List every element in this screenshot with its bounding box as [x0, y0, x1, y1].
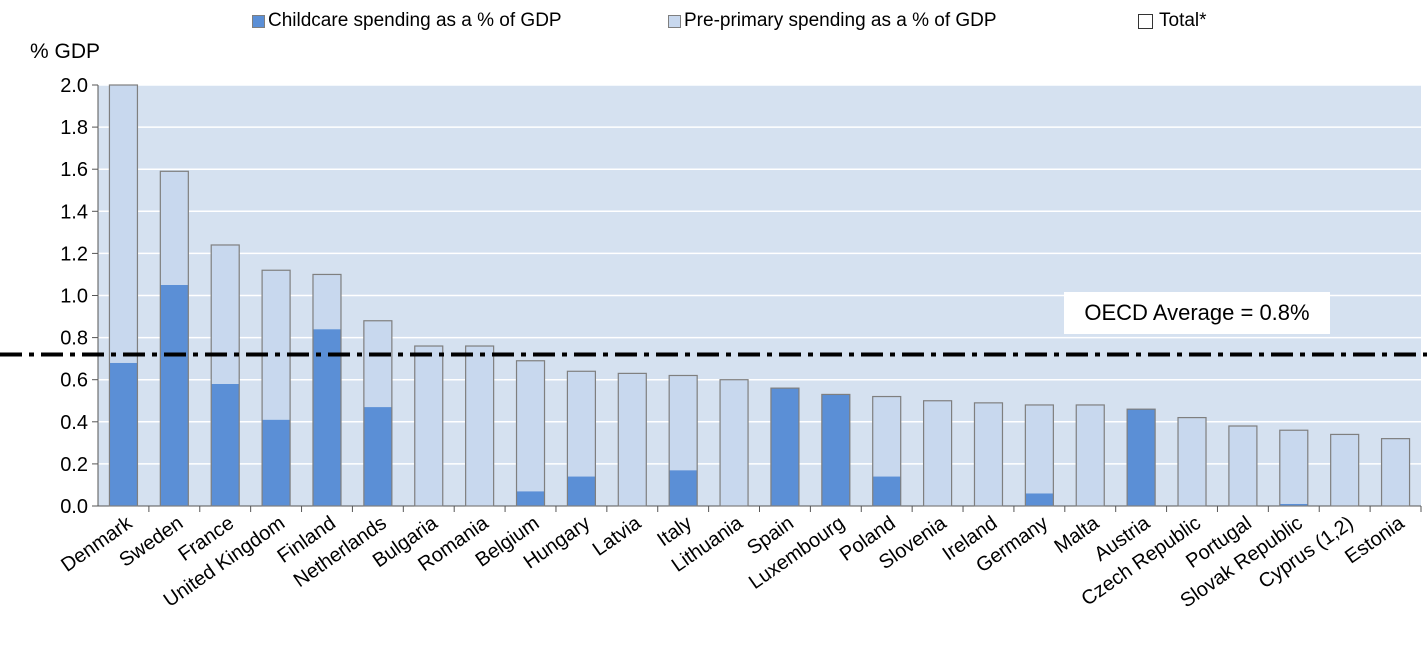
- bar-childcare-slovak-republic: [1279, 503, 1308, 506]
- oecd-average-label: OECD Average = 0.8%: [1064, 292, 1330, 334]
- bar-total-italy: [668, 374, 698, 507]
- bar-total-hungary: [566, 370, 597, 507]
- y-tick-label: 1.2: [60, 243, 88, 265]
- bar-total-finland: [312, 273, 342, 507]
- bar-childcare-spain: [770, 388, 799, 506]
- bar-preprimary-denmark: [109, 85, 138, 363]
- legend-label-preprimary: Pre-primary spending as a % of GDP: [684, 10, 997, 31]
- y-tick-label: 1.6: [60, 159, 88, 181]
- y-tick-label: 0.8: [60, 328, 88, 350]
- bar-preprimary-estonia: [1381, 438, 1410, 506]
- bar-total-france: [210, 244, 240, 507]
- legend-swatch-preprimary: [668, 14, 681, 28]
- bar-childcare-poland: [872, 476, 901, 506]
- bar-childcare-netherlands: [363, 407, 392, 506]
- bar-total-spain: [770, 387, 800, 507]
- legend-label-total: Total*: [1159, 10, 1207, 31]
- bar-total-austria: [1126, 408, 1156, 507]
- bar-preprimary-czech-republic: [1178, 417, 1207, 506]
- bar-preprimary-cyprus-1-2: [1330, 434, 1359, 506]
- bar-preprimary-germany: [1025, 404, 1054, 494]
- bar-total-czech-republic: [1177, 416, 1207, 507]
- bar-total-cyprus-1-2: [1330, 433, 1360, 507]
- bar-preprimary-slovenia: [923, 400, 952, 506]
- bar-total-romania: [465, 345, 495, 507]
- y-tick-label: 1.0: [60, 286, 88, 308]
- x-tick-label: Estonia: [1341, 512, 1409, 569]
- bar-total-portugal: [1228, 425, 1258, 507]
- y-tick-label: 0.6: [60, 370, 88, 392]
- bar-childcare-italy: [669, 470, 698, 506]
- y-tick-label: 2.0: [60, 75, 88, 97]
- bar-preprimary-malta: [1076, 404, 1105, 506]
- y-tick-label: 0.2: [60, 454, 88, 476]
- bar-childcare-luxembourg: [821, 394, 850, 506]
- bar-preprimary-belgium: [516, 360, 545, 492]
- x-tick-label: Latvia: [589, 512, 646, 561]
- bar-total-slovenia: [922, 400, 953, 507]
- legend-swatch-childcare: [252, 14, 265, 28]
- bar-childcare-denmark: [109, 362, 138, 506]
- bar-childcare-finland: [312, 329, 341, 506]
- y-axis-title: % GDP: [30, 40, 101, 63]
- legend-label-childcare: Childcare spending as a % of GDP: [268, 10, 562, 31]
- bar-preprimary-hungary: [567, 371, 596, 477]
- bar-total-estonia: [1380, 438, 1411, 507]
- bar-preprimary-poland: [872, 396, 901, 477]
- bar-childcare-germany: [1025, 493, 1054, 506]
- bar-childcare-sweden: [160, 284, 189, 506]
- bar-total-united-kingdom: [261, 269, 291, 507]
- bar-total-poland: [872, 395, 902, 507]
- bar-preprimary-sweden: [160, 171, 189, 285]
- bar-total-netherlands: [363, 320, 393, 507]
- bar-preprimary-bulgaria: [414, 346, 443, 506]
- legend-swatch-total: [1138, 13, 1153, 29]
- bar-total-malta: [1075, 404, 1105, 507]
- bar-preprimary-finland: [312, 274, 341, 330]
- bar-total-sweden: [159, 170, 189, 507]
- bar-total-ireland: [973, 402, 1004, 507]
- bar-total-bulgaria: [414, 345, 444, 507]
- bar-total-belgium: [515, 360, 546, 507]
- bar-total-lithuania: [719, 379, 749, 507]
- bar-total-latvia: [617, 372, 647, 507]
- bar-preprimary-portugal: [1228, 426, 1257, 506]
- bar-childcare-france: [211, 383, 240, 506]
- bar-total-luxembourg: [821, 393, 851, 507]
- bar-preprimary-italy: [669, 375, 698, 471]
- bar-preprimary-latvia: [618, 373, 647, 506]
- legend-item-total: Total*: [1138, 10, 1207, 32]
- y-tick-label: 0.0: [60, 496, 88, 518]
- legend-item-childcare: Childcare spending as a % of GDP: [252, 10, 562, 32]
- legend-item-preprimary: Pre-primary spending as a % of GDP: [668, 10, 997, 32]
- bar-preprimary-netherlands: [363, 320, 392, 408]
- bar-childcare-austria: [1127, 409, 1156, 506]
- bar-preprimary-lithuania: [720, 379, 749, 506]
- bar-preprimary-slovak-republic: [1279, 430, 1308, 504]
- bar-preprimary-romania: [465, 346, 494, 506]
- bar-childcare-united-kingdom: [262, 419, 291, 506]
- bar-preprimary-united-kingdom: [262, 270, 291, 420]
- bar-preprimary-ireland: [974, 402, 1003, 506]
- bar-childcare-hungary: [567, 476, 596, 506]
- bar-total-denmark: [108, 84, 139, 507]
- chart-legend: Childcare spending as a % of GDP Pre-pri…: [0, 10, 1427, 40]
- y-tick-label: 1.4: [60, 201, 88, 223]
- bar-preprimary-france: [211, 244, 240, 384]
- bar-total-slovak-republic: [1279, 429, 1309, 507]
- y-tick-label: 0.4: [60, 412, 88, 434]
- bar-childcare-belgium: [516, 491, 545, 506]
- bar-total-germany: [1024, 404, 1054, 507]
- y-tick-label: 1.8: [60, 117, 88, 139]
